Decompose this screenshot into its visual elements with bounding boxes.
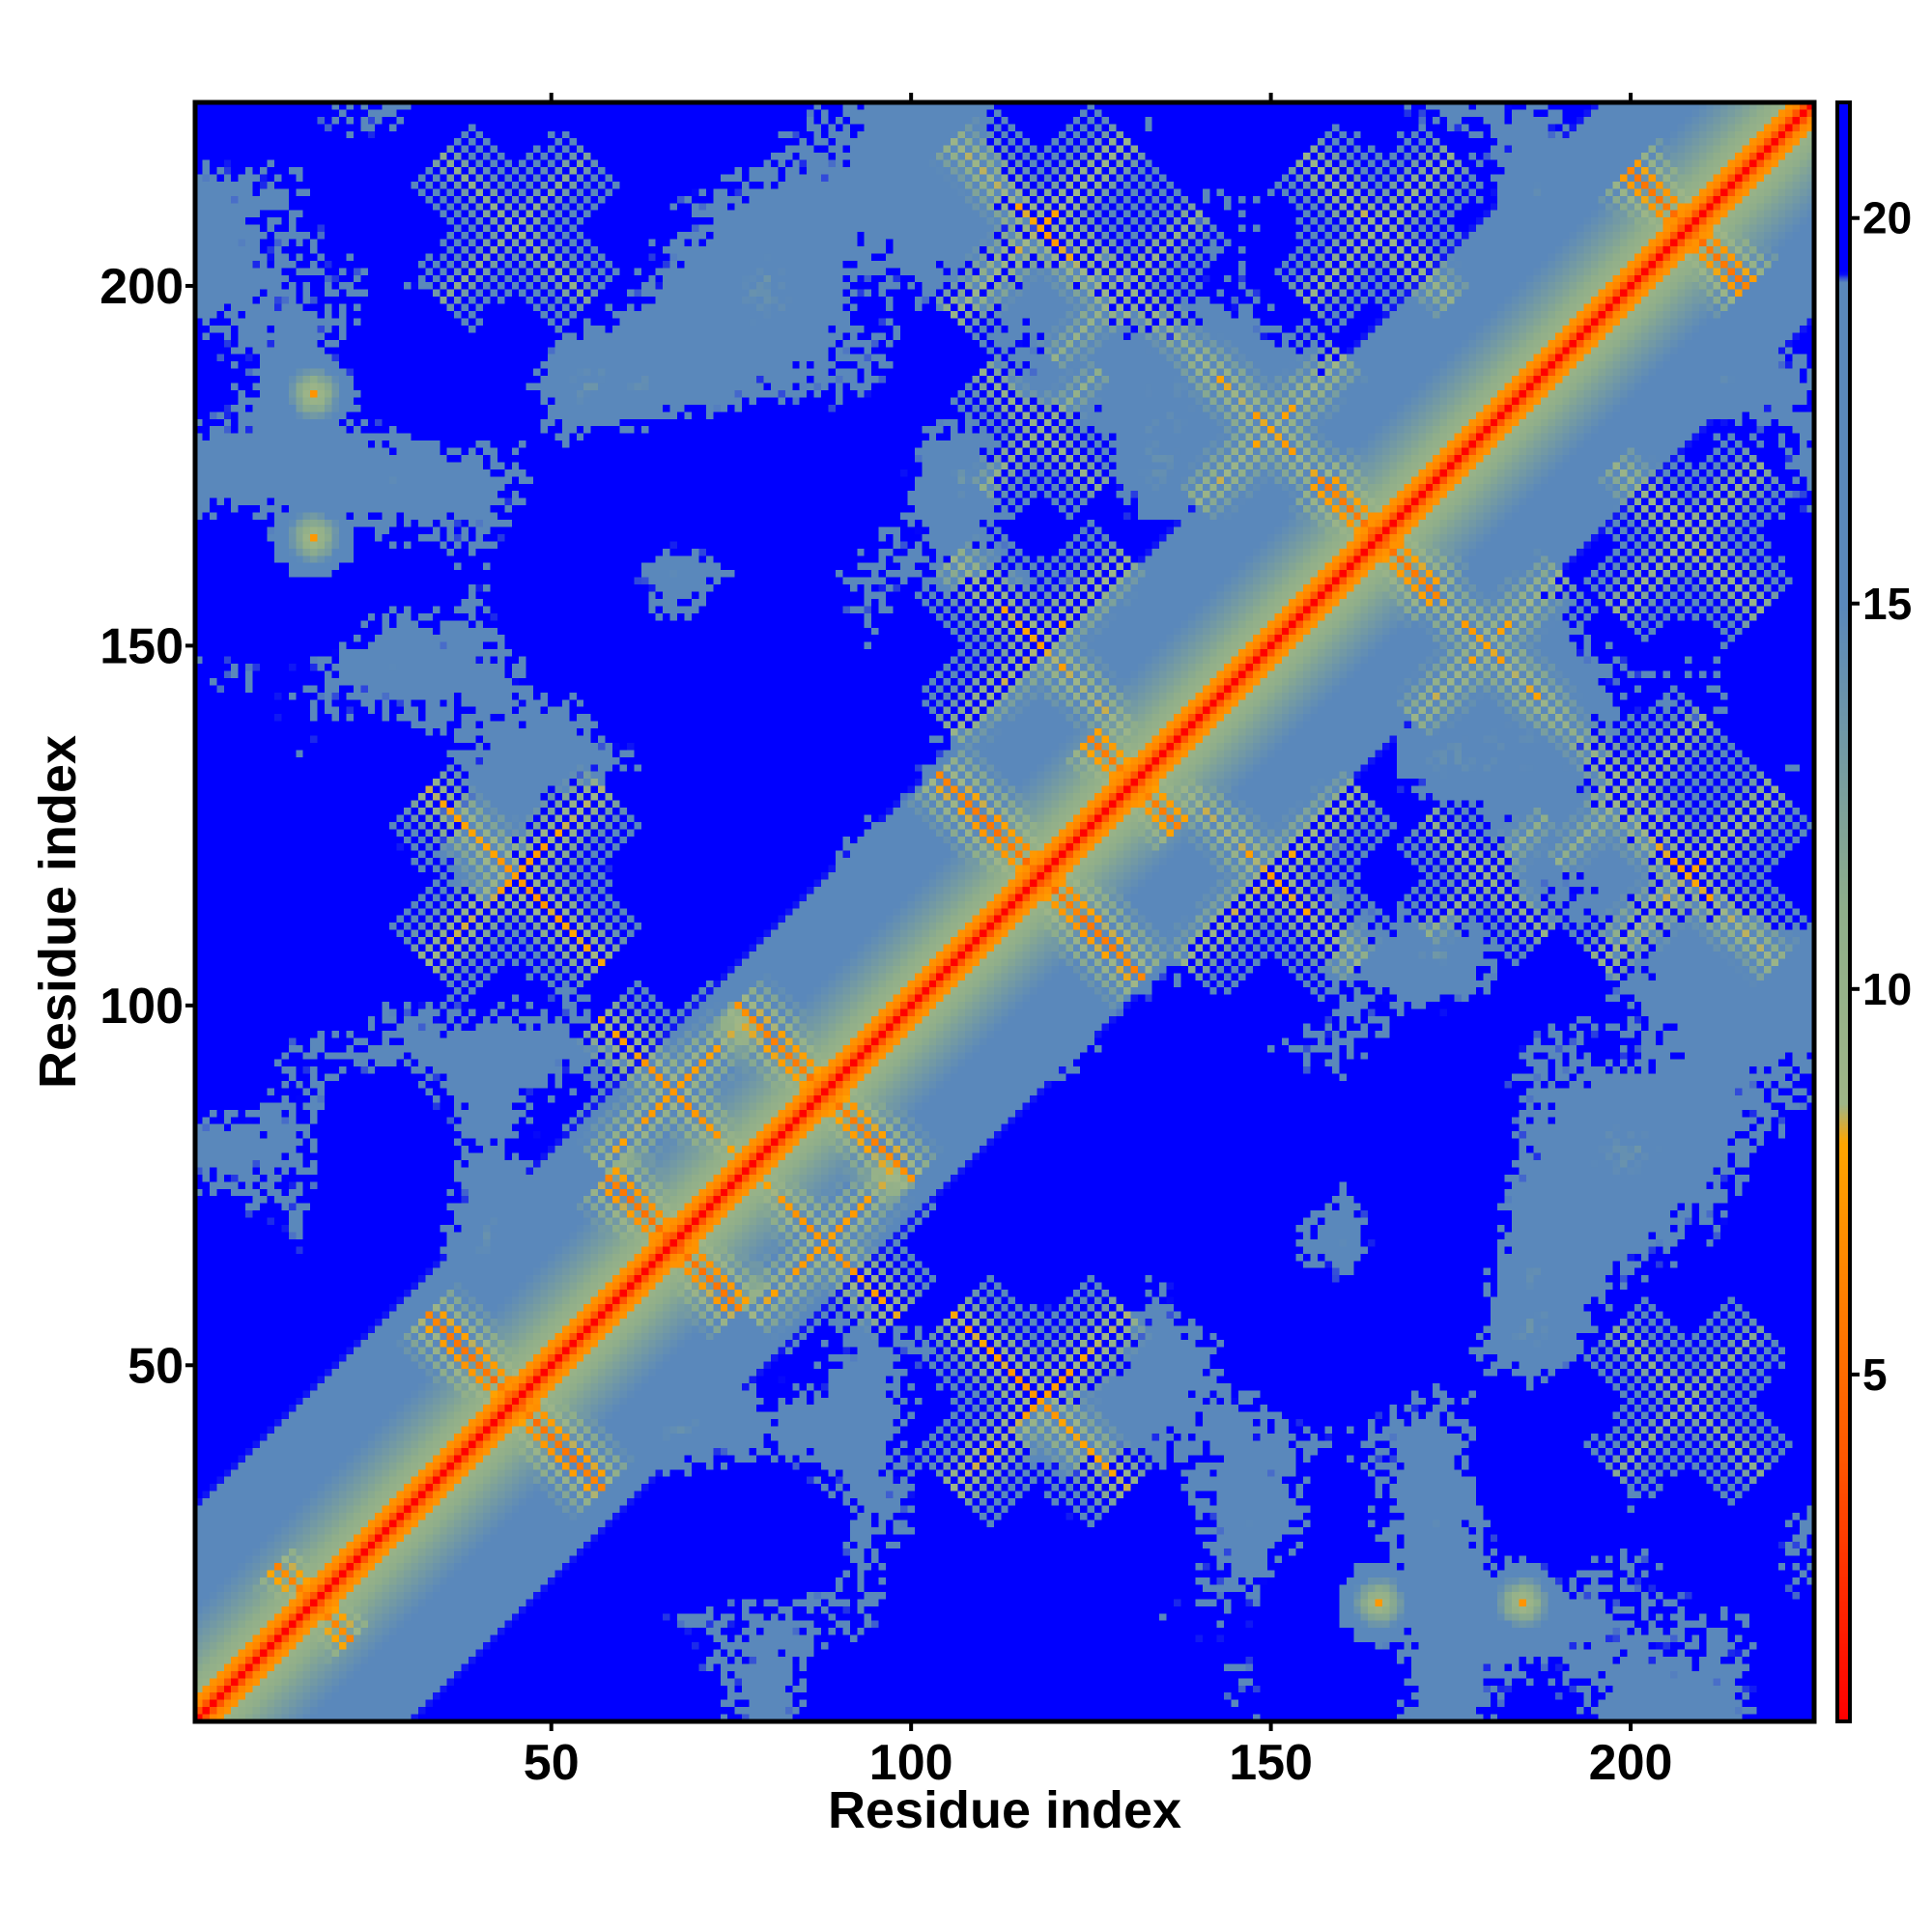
y-axis-title: Residue index: [29, 735, 87, 1089]
colorbar-tick-label: 5: [1862, 1350, 1888, 1400]
x-axis-ticks: 50 100 150 200: [524, 93, 1673, 1791]
colorbar-tick-label: 20: [1862, 193, 1912, 243]
y-axis-ticks: 50 100 150 200: [99, 259, 195, 1394]
colorbar-gradient: [1837, 102, 1850, 1721]
y-tick-label: 50: [128, 1338, 184, 1394]
y-tick-label: 150: [99, 618, 184, 674]
x-tick-label: 50: [524, 1735, 580, 1791]
colorbar-ticks: 5 10 15 20: [1850, 193, 1912, 1400]
y-tick-label: 200: [99, 259, 184, 315]
x-tick-label: 200: [1589, 1735, 1673, 1791]
x-axis-title: Residue index: [828, 1781, 1181, 1839]
y-tick-label: 100: [99, 979, 184, 1035]
colorbar-tick-label: 15: [1862, 579, 1912, 629]
colorbar-tick-label: 10: [1862, 964, 1912, 1014]
x-tick-label: 150: [1229, 1735, 1313, 1791]
colorbar-frame: [1835, 100, 1852, 1723]
plot-frame: [192, 99, 1817, 1724]
x-tick-label: 100: [869, 1735, 953, 1791]
distance-heatmap: [195, 102, 1814, 1721]
